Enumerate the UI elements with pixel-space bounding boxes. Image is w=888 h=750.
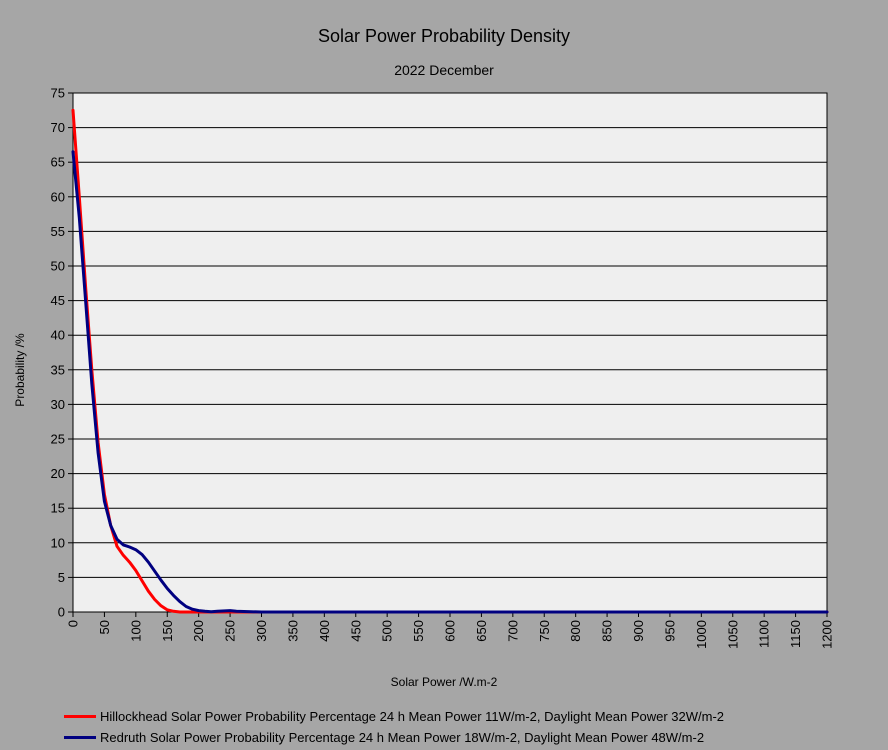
x-tick-label: 850 [600, 620, 615, 642]
x-tick-label: 100 [128, 620, 143, 642]
x-tick-label: 200 [191, 620, 206, 642]
y-tick-label: 45 [51, 293, 65, 308]
x-tick-label: 0 [66, 620, 81, 627]
x-tick-label: 1150 [788, 620, 803, 648]
x-axis-label: Solar Power /W.m-2 [390, 675, 498, 689]
legend-swatch-hillockhead [64, 715, 96, 718]
legend-item-hillockhead: Hillockhead Solar Power Probability Perc… [64, 706, 724, 727]
y-tick-label: 60 [51, 189, 65, 204]
y-tick-label: 30 [51, 397, 65, 412]
x-tick-label: 600 [443, 620, 458, 642]
x-tick-label: 750 [537, 620, 552, 642]
y-tick-label: 20 [51, 466, 65, 481]
x-tick-label: 550 [411, 620, 426, 642]
legend-swatch-redruth [64, 736, 96, 739]
x-tick-label: 650 [474, 620, 489, 642]
x-tick-label: 250 [223, 620, 238, 642]
y-tick-label: 0 [58, 605, 65, 620]
legend-item-redruth: Redruth Solar Power Probability Percenta… [64, 727, 724, 748]
y-tick-label: 55 [51, 224, 65, 239]
x-tick-label: 1200 [820, 620, 835, 649]
x-tick-label: 1050 [725, 620, 740, 649]
x-tick-label: 800 [568, 620, 583, 642]
chart-subtitle: 2022 December [394, 62, 494, 78]
x-tick-label: 1000 [694, 620, 709, 649]
series-line-1 [71, 150, 829, 614]
x-tick-label: 450 [348, 620, 363, 642]
y-tick-label: 25 [51, 432, 65, 447]
legend-label-redruth: Redruth Solar Power Probability Percenta… [100, 730, 705, 745]
y-tick-label: 10 [51, 535, 65, 550]
y-tick-label: 5 [58, 570, 65, 585]
y-tick-label: 70 [51, 120, 65, 135]
x-tick-label: 300 [254, 620, 269, 642]
y-tick-label: 50 [51, 259, 65, 274]
plot-area [72, 92, 828, 613]
y-tick-label: 15 [51, 501, 65, 516]
y-tick-label: 40 [51, 328, 65, 343]
x-tick-label: 700 [505, 620, 520, 642]
legend: Hillockhead Solar Power Probability Perc… [64, 706, 724, 748]
legend-label-hillockhead: Hillockhead Solar Power Probability Perc… [100, 709, 725, 724]
y-tick-label: 35 [51, 362, 65, 377]
x-tick-label: 150 [160, 620, 175, 642]
x-tick-label: 1100 [757, 620, 772, 648]
y-tick-label: 65 [51, 155, 65, 170]
x-tick-label: 400 [317, 620, 332, 642]
x-tick-label: 950 [662, 620, 677, 642]
y-tick-label: 75 [51, 86, 65, 101]
x-tick-label: 50 [97, 620, 112, 634]
x-tick-label: 900 [631, 620, 646, 642]
x-tick-label: 350 [285, 620, 300, 642]
chart-title: Solar Power Probability Density [317, 26, 571, 46]
x-tick-label: 500 [380, 620, 395, 642]
